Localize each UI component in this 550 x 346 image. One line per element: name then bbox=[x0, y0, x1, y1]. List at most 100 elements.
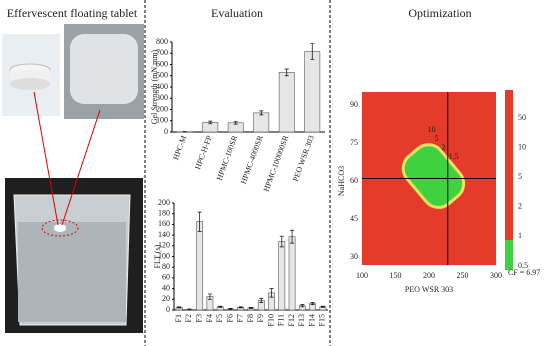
error-bar bbox=[290, 229, 295, 244]
bar bbox=[288, 236, 296, 311]
y-tick-label: 800 bbox=[156, 37, 168, 46]
error-bar bbox=[249, 306, 253, 309]
y-tick-label: 120 bbox=[158, 241, 170, 250]
error-bar bbox=[279, 235, 284, 248]
colorbar-low bbox=[505, 240, 513, 270]
contour-region bbox=[401, 143, 466, 209]
x-tick-label: HPC-M bbox=[171, 134, 188, 161]
error-bar bbox=[259, 297, 264, 303]
x-tick-label: F4 bbox=[205, 314, 214, 322]
error-bar bbox=[269, 288, 274, 298]
colorbar-label: 5 bbox=[518, 172, 522, 181]
error-bar bbox=[300, 304, 305, 308]
x-tick-label: 150 bbox=[390, 271, 402, 280]
y-tick-label: 700 bbox=[156, 48, 168, 57]
x-tick-label: F11 bbox=[277, 314, 286, 326]
error-bar bbox=[187, 308, 192, 311]
x-tick-label: PEO WSR 303 bbox=[291, 134, 316, 182]
y-tick-label: 30 bbox=[350, 252, 358, 261]
arrow bbox=[33, 91, 59, 226]
swollen-photo bbox=[64, 24, 144, 119]
panel-title: Evaluation bbox=[211, 6, 263, 20]
x-tick-label: F7 bbox=[236, 314, 245, 322]
annotation: CF = 6.97 bbox=[508, 268, 540, 277]
colorbar-label: 2 bbox=[518, 202, 522, 211]
y-tick-label: 600 bbox=[156, 59, 168, 68]
error-bar bbox=[177, 306, 182, 309]
x-tick-label: F14 bbox=[307, 314, 316, 326]
x-tick-label: F10 bbox=[266, 314, 275, 326]
x-tick-label: F6 bbox=[225, 314, 234, 322]
y-tick-label: 100 bbox=[158, 251, 170, 260]
contour-label: 1.5 bbox=[449, 152, 459, 161]
y-tick-label: 20 bbox=[162, 294, 170, 303]
x-tick-label: HPMC-100SR bbox=[215, 134, 240, 182]
error-bar bbox=[310, 43, 315, 60]
error-bar bbox=[207, 293, 212, 300]
y-tick-label: 45 bbox=[350, 214, 358, 223]
panel-title: Effervescent floating tablet bbox=[7, 6, 138, 20]
error-bar bbox=[320, 305, 325, 308]
x-tick-label: F15 bbox=[318, 314, 327, 326]
y-tick-label: 200 bbox=[158, 198, 170, 207]
colorbar-label: 10 bbox=[518, 142, 526, 151]
beaker-photo bbox=[5, 178, 143, 333]
x-tick-label: 300 bbox=[490, 271, 502, 280]
y-tick-label: 180 bbox=[158, 209, 170, 218]
x-tick-label: HPMC-100000SR bbox=[262, 134, 291, 193]
y-tick-label: 300 bbox=[156, 93, 168, 102]
x-tick-label: F13 bbox=[297, 314, 306, 326]
y-tick-label: 140 bbox=[158, 230, 170, 239]
x-tick-label: F2 bbox=[184, 314, 193, 322]
error-bar bbox=[218, 305, 223, 308]
tablet-photo bbox=[2, 34, 60, 116]
colorbar-label: 0.5 bbox=[518, 261, 528, 270]
x-tick-label: F9 bbox=[256, 314, 265, 322]
error-bar bbox=[233, 121, 238, 125]
x-tick-label: 100 bbox=[356, 271, 368, 280]
bar bbox=[253, 112, 270, 133]
y-axis-label: FLT (s) bbox=[153, 244, 162, 268]
x-tick-label: 200 bbox=[423, 271, 435, 280]
x-tick-label: HPC-H-FP bbox=[193, 134, 214, 171]
y-tick-label: 500 bbox=[156, 71, 168, 80]
y-tick-label: 400 bbox=[156, 82, 168, 91]
error-bar bbox=[310, 302, 315, 305]
colorbar-label: 50 bbox=[518, 113, 526, 122]
y-tick-label: 0 bbox=[166, 305, 170, 314]
bar bbox=[278, 72, 295, 133]
y-tick-label: 160 bbox=[158, 219, 170, 228]
arrow bbox=[61, 109, 101, 226]
colorbar bbox=[505, 90, 513, 270]
x-tick-label: F8 bbox=[246, 314, 255, 322]
x-tick-label: 250 bbox=[457, 271, 469, 280]
contour-label: 10 bbox=[428, 125, 436, 134]
x-tick-label: F12 bbox=[287, 314, 296, 326]
panel-title: Optimization bbox=[408, 6, 471, 20]
error-bar bbox=[197, 211, 202, 232]
colorbar-label: 1 bbox=[518, 231, 522, 240]
y-tick-label: 200 bbox=[156, 104, 168, 113]
bar bbox=[196, 221, 204, 311]
y-tick-label: 75 bbox=[350, 138, 358, 147]
y-tick-label: 60 bbox=[162, 273, 170, 282]
error-bar bbox=[208, 120, 213, 125]
y-axis-label: Gel Strength (mN.mm) bbox=[150, 49, 159, 124]
contour-label: 5 bbox=[435, 134, 439, 143]
x-axis-label: PEO WSR 303 bbox=[405, 285, 453, 294]
y-tick-label: 0 bbox=[164, 127, 168, 136]
x-tick-label: F1 bbox=[174, 314, 183, 322]
x-tick-label: HPMC-4000SR bbox=[239, 134, 265, 186]
error-bar bbox=[259, 110, 264, 116]
error-bar bbox=[238, 306, 243, 309]
y-axis-label: NaHCO3 bbox=[337, 166, 346, 196]
error-bar bbox=[228, 308, 233, 310]
bar bbox=[304, 51, 321, 133]
y-tick-label: 100 bbox=[156, 116, 168, 125]
contour-label: 2 bbox=[442, 143, 446, 152]
y-tick-label: 90 bbox=[350, 100, 358, 109]
y-tick-label: 80 bbox=[162, 262, 170, 271]
y-tick-label: 40 bbox=[162, 283, 170, 292]
y-tick-label: 60 bbox=[350, 176, 358, 185]
